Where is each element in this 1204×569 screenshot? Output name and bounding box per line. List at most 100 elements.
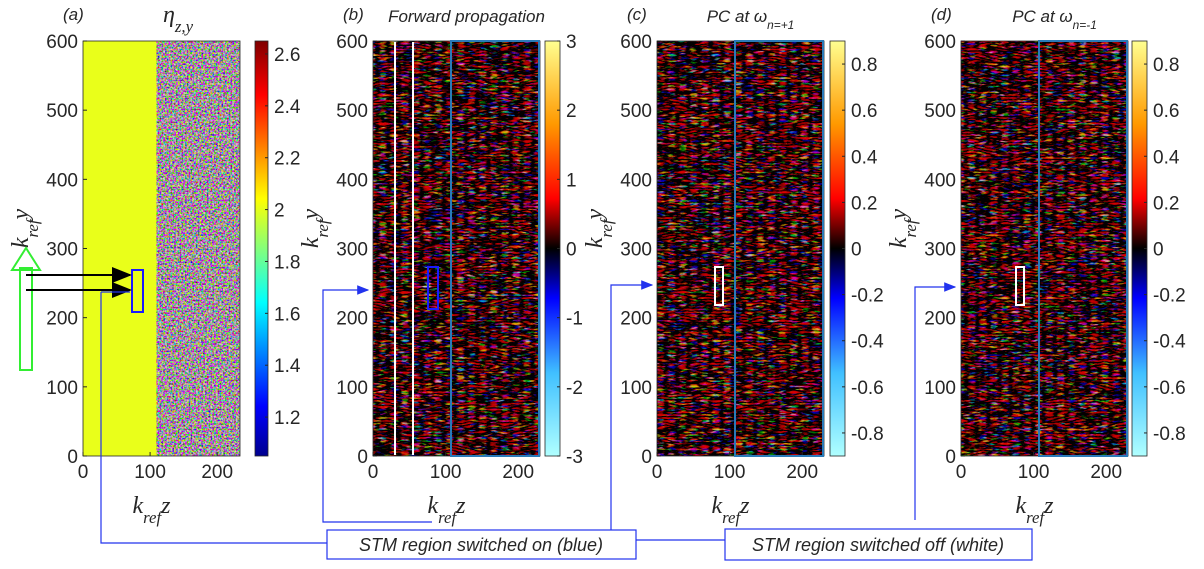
stm-box [714, 266, 724, 306]
colorbar-tick-label: 0.4 [1153, 147, 1180, 168]
colorbar-tick-label: 0 [1153, 240, 1164, 261]
colorbar-tick-label: 0.2 [1153, 193, 1179, 214]
colorbar-tick-label: 1 [566, 170, 577, 191]
colorbar-tick-label: -0.6 [851, 378, 884, 399]
colorbar-tick-label: 0.8 [1153, 55, 1179, 76]
colorbar-tick-label: -0.6 [1153, 378, 1186, 399]
panel-title-main: Forward propagation [388, 7, 545, 26]
y-tick-label: 300 [336, 240, 368, 261]
colorbar-tick-label: 2.6 [274, 45, 300, 66]
y-axis-label: krefy [886, 208, 920, 248]
colorbar-tick-label: -2 [566, 378, 583, 399]
y-axis-label: krefy [8, 208, 42, 248]
y-tick-label: 200 [46, 309, 78, 330]
y-tick-label: 0 [945, 447, 956, 468]
panel-title-main: PC at ω [707, 7, 767, 26]
region-box [450, 40, 540, 457]
colorbar-tick-label: -0.4 [851, 332, 884, 353]
region-box [734, 40, 824, 457]
colorbar-tick-label: -0.4 [1153, 332, 1186, 353]
panel-title-sub: n=+1 [767, 18, 794, 32]
y-tick-label: 200 [924, 309, 956, 330]
x-axis-label-main: k [427, 493, 438, 519]
y-axis-label: krefy [582, 208, 616, 248]
panel-title-sub: n=-1 [1073, 18, 1097, 32]
colorbar-tick-label: 0.2 [851, 193, 877, 214]
y-tick-label: 100 [46, 378, 78, 399]
colorbar-tick-label: 0 [566, 240, 577, 261]
x-tick-label: 100 [714, 462, 746, 483]
callout-line [100, 292, 327, 544]
colorbar-tick-label: 0.4 [851, 147, 878, 168]
y-tick-label: 0 [357, 447, 368, 468]
panel-title: Forward propagation [388, 7, 545, 26]
panel-label: (d) [931, 5, 952, 24]
colorbar-tick-label: -0.2 [1153, 286, 1186, 307]
y-tick-label: 300 [46, 240, 78, 261]
stm-box [427, 266, 439, 310]
colorbar-tick-label: 1.4 [274, 356, 301, 377]
panel-title: PC at ωn=-1 [1012, 7, 1097, 32]
x-tick-label: 0 [368, 462, 379, 483]
y-tick-label: 600 [924, 32, 956, 53]
colorbar-tick-label: -3 [566, 447, 583, 468]
x-axis-label-main: k [132, 493, 143, 519]
y-tick-label: 400 [620, 170, 652, 191]
y-axis-label-sub: ref [901, 217, 920, 237]
y-tick-label: 600 [620, 32, 652, 53]
annotation-box [724, 528, 1033, 561]
colorbar-tick-label: -1 [566, 309, 583, 330]
y-tick-label: 600 [336, 32, 368, 53]
panel: 0 100 200 0 100 200 300 400 500 600 -3 -2 -1 0 1 2 3 (b) F… [298, 5, 583, 527]
y-axis-label-main: k [298, 237, 324, 248]
x-tick-label: 200 [786, 462, 818, 483]
x-tick-label: 0 [652, 462, 663, 483]
colorbar [254, 40, 269, 457]
x-axis-label-after: z [160, 493, 171, 519]
colorbar-tick-label: 3 [566, 32, 577, 53]
panel-title-sub: z,y [174, 17, 194, 36]
y-tick-label: 500 [336, 101, 368, 122]
x-axis-label-main: k [1015, 493, 1026, 519]
y-axis-label-main: k [886, 237, 912, 248]
y-tick-label: 400 [46, 170, 78, 191]
x-tick-label: 200 [1090, 462, 1122, 483]
colorbar-tick-label: 2 [566, 101, 577, 122]
y-axis-label-after: y [298, 208, 324, 221]
y-tick-label: 500 [46, 101, 78, 122]
y-tick-label: 300 [924, 240, 956, 261]
annotation-box [326, 529, 637, 560]
colorbar-tick-label: 0.6 [851, 101, 877, 122]
y-tick-label: 500 [924, 101, 956, 122]
y-axis-label-main: k [582, 237, 608, 248]
panel-title-main: PC at ω [1012, 7, 1072, 26]
y-tick-label: 400 [336, 170, 368, 191]
panels: 0 100 20001002003004005006001.21.41.61.822… [8, 2, 1186, 527]
colorbar-tick-label: 0.8 [851, 55, 877, 76]
annotation: STM region switched off (white) [752, 535, 1004, 555]
colorbar-tick-label: 2.2 [274, 149, 300, 170]
y-tick-label: 0 [641, 447, 652, 468]
field-noise [961, 41, 1128, 456]
panel: 0 100 200 0 100 200 300 400 500 600 -0.8 -0.6 -0.4 -0… [886, 5, 1186, 527]
x-tick-label: 100 [1018, 462, 1050, 483]
x-axis-label: krefz [711, 493, 750, 527]
field-noise [156, 41, 240, 456]
y-axis-label-after: y [8, 208, 34, 221]
x-axis-label-after: z [739, 493, 750, 519]
x-axis-label-sub: ref [143, 508, 163, 527]
colorbar-tick-label: 1.6 [274, 304, 300, 325]
panel: 0 100 200 0 100 200 300 400 500 600 -0.8 -0.6 -0.4 -0… [582, 5, 884, 527]
y-tick-label: 100 [924, 378, 956, 399]
colorbar-tick-label: 0.6 [1153, 101, 1179, 122]
panel-label: (a) [63, 5, 84, 24]
stm-box [131, 269, 144, 313]
x-tick-label: 100 [134, 462, 166, 483]
annotation: STM region switched on (blue) [359, 535, 603, 555]
x-tick-label: 200 [502, 462, 534, 483]
colorbar-tick-label: -0.8 [851, 424, 884, 445]
y-tick-label: 100 [620, 378, 652, 399]
colorbar-tick-label: -0.8 [1153, 424, 1186, 445]
source-bar [19, 267, 33, 371]
